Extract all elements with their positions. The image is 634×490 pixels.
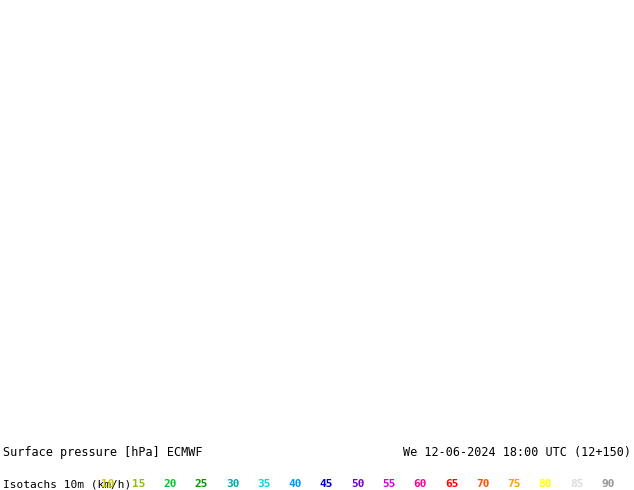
Text: 55: 55 <box>382 479 396 489</box>
Text: 80: 80 <box>539 479 552 489</box>
Text: 70: 70 <box>476 479 489 489</box>
Text: Isotachs 10m (km/h): Isotachs 10m (km/h) <box>3 479 138 489</box>
Text: 45: 45 <box>320 479 333 489</box>
Text: 20: 20 <box>164 479 177 489</box>
Text: 75: 75 <box>507 479 521 489</box>
Text: 35: 35 <box>257 479 271 489</box>
Text: 50: 50 <box>351 479 365 489</box>
Text: 60: 60 <box>413 479 427 489</box>
Text: We 12-06-2024 18:00 UTC (12+150): We 12-06-2024 18:00 UTC (12+150) <box>403 446 631 459</box>
Text: Surface pressure [hPa] ECMWF: Surface pressure [hPa] ECMWF <box>3 446 203 459</box>
Text: 30: 30 <box>226 479 240 489</box>
Text: 40: 40 <box>288 479 302 489</box>
Text: 85: 85 <box>570 479 583 489</box>
Text: 25: 25 <box>195 479 208 489</box>
Text: 65: 65 <box>445 479 458 489</box>
Text: 15: 15 <box>132 479 146 489</box>
Text: 90: 90 <box>601 479 614 489</box>
Text: 10: 10 <box>101 479 114 489</box>
